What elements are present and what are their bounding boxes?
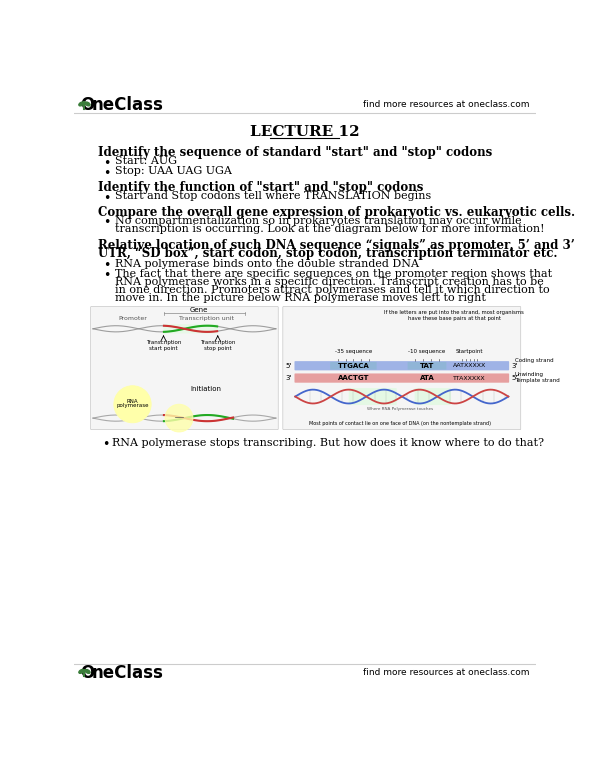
Text: RNA polymerase works in a specific direction. Transcript creation has to be: RNA polymerase works in a specific direc… bbox=[115, 276, 543, 286]
FancyBboxPatch shape bbox=[349, 388, 397, 405]
Text: in one direction. Promoters attract polymerases and tell it which direction to: in one direction. Promoters attract poly… bbox=[115, 285, 549, 295]
Text: If the letters are put into the strand, most organisms
have these base pairs at : If the letters are put into the strand, … bbox=[384, 310, 524, 321]
Circle shape bbox=[165, 404, 193, 432]
Text: AACTGT: AACTGT bbox=[337, 375, 369, 381]
Text: Where RNA Polymerase touches: Where RNA Polymerase touches bbox=[367, 407, 433, 410]
FancyBboxPatch shape bbox=[408, 362, 446, 370]
Text: Initiation: Initiation bbox=[190, 386, 221, 392]
FancyBboxPatch shape bbox=[295, 361, 509, 370]
Text: Compare the overall gene expression of prokaryotic vs. eukaryotic cells.: Compare the overall gene expression of p… bbox=[98, 206, 575, 219]
Text: •: • bbox=[104, 167, 111, 180]
Text: neClass: neClass bbox=[92, 95, 163, 114]
Text: 3': 3' bbox=[286, 375, 292, 381]
Text: The fact that there are specific sequences on the promoter region shows that: The fact that there are specific sequenc… bbox=[115, 269, 552, 279]
Text: polymerase: polymerase bbox=[116, 403, 149, 408]
Text: RNA polymerase stops transcribing. But how does it know where to do that?: RNA polymerase stops transcribing. But h… bbox=[112, 438, 544, 448]
Ellipse shape bbox=[79, 670, 84, 673]
Text: 5': 5' bbox=[286, 363, 292, 369]
Text: Unwinding: Unwinding bbox=[515, 372, 544, 377]
Text: neClass: neClass bbox=[92, 664, 163, 682]
Text: •: • bbox=[102, 438, 109, 451]
Text: No compartmentalization so in prokaryotes translation may occur while: No compartmentalization so in prokaryote… bbox=[115, 216, 521, 226]
Text: •: • bbox=[104, 157, 111, 170]
Text: ATA: ATA bbox=[419, 375, 434, 381]
Text: -35 sequence: -35 sequence bbox=[335, 350, 372, 354]
Text: Startpoint: Startpoint bbox=[456, 350, 483, 354]
FancyBboxPatch shape bbox=[90, 306, 278, 430]
Text: -10 sequence: -10 sequence bbox=[408, 350, 446, 354]
FancyBboxPatch shape bbox=[164, 324, 218, 333]
Text: TTAXXXXX: TTAXXXXX bbox=[453, 376, 486, 380]
Text: O: O bbox=[80, 95, 95, 114]
Text: Identify the sequence of standard "start" and "stop" codons: Identify the sequence of standard "start… bbox=[98, 146, 492, 159]
FancyBboxPatch shape bbox=[330, 362, 377, 370]
Text: transcription is occurring. Look at the diagram below for more information!: transcription is occurring. Look at the … bbox=[115, 223, 544, 233]
Text: find more resources at oneclass.com: find more resources at oneclass.com bbox=[363, 668, 530, 678]
Text: •: • bbox=[104, 216, 111, 229]
Text: find more resources at oneclass.com: find more resources at oneclass.com bbox=[363, 100, 530, 109]
Text: Transcription
start point: Transcription start point bbox=[146, 340, 181, 351]
Text: 3': 3' bbox=[512, 363, 518, 369]
Ellipse shape bbox=[85, 670, 90, 673]
Text: Most points of contact lie on one face of DNA (on the nontemplate strand): Most points of contact lie on one face o… bbox=[309, 421, 491, 426]
Text: Identify the function of "start" and "stop" codons: Identify the function of "start" and "st… bbox=[98, 181, 423, 194]
FancyBboxPatch shape bbox=[415, 388, 451, 405]
Text: LECTURE 12: LECTURE 12 bbox=[250, 126, 360, 139]
Text: Template strand: Template strand bbox=[515, 378, 559, 383]
Text: move in. In the picture below RNA polymerase moves left to right: move in. In the picture below RNA polyme… bbox=[115, 293, 486, 303]
Text: Transcription unit: Transcription unit bbox=[178, 316, 234, 320]
Circle shape bbox=[114, 386, 151, 423]
Text: •: • bbox=[104, 270, 111, 283]
Text: Start and Stop codons tell where TRANSLATION begins: Start and Stop codons tell where TRANSLA… bbox=[115, 191, 431, 201]
Text: Coding strand: Coding strand bbox=[515, 358, 553, 363]
Text: Transcription
stop point: Transcription stop point bbox=[200, 340, 236, 351]
Text: Relative location of such DNA sequence “signals” as promoter, 5’ and 3’: Relative location of such DNA sequence “… bbox=[98, 239, 575, 252]
Text: 5': 5' bbox=[512, 375, 518, 381]
Text: Promoter: Promoter bbox=[118, 316, 147, 320]
Text: TAT: TAT bbox=[420, 363, 434, 369]
Text: •: • bbox=[104, 259, 111, 273]
Text: Start: AUG: Start: AUG bbox=[115, 156, 177, 166]
Text: Gene: Gene bbox=[189, 306, 208, 313]
Text: TTGACA: TTGACA bbox=[337, 363, 369, 369]
Text: RNA polymerase binds onto the double stranded DNA: RNA polymerase binds onto the double str… bbox=[115, 259, 419, 269]
FancyBboxPatch shape bbox=[295, 373, 509, 383]
Text: O: O bbox=[80, 664, 95, 682]
Text: •: • bbox=[104, 192, 111, 205]
FancyBboxPatch shape bbox=[283, 306, 521, 430]
Text: AATXXXXX: AATXXXXX bbox=[453, 363, 486, 368]
Ellipse shape bbox=[79, 102, 84, 105]
Text: RNA: RNA bbox=[127, 399, 138, 403]
Text: UTR, “SD box”, start codon, stop codon, transcription terminator etc.: UTR, “SD box”, start codon, stop codon, … bbox=[98, 246, 557, 259]
Text: Stop: UAA UAG UGA: Stop: UAA UAG UGA bbox=[115, 166, 231, 176]
Ellipse shape bbox=[85, 102, 90, 105]
